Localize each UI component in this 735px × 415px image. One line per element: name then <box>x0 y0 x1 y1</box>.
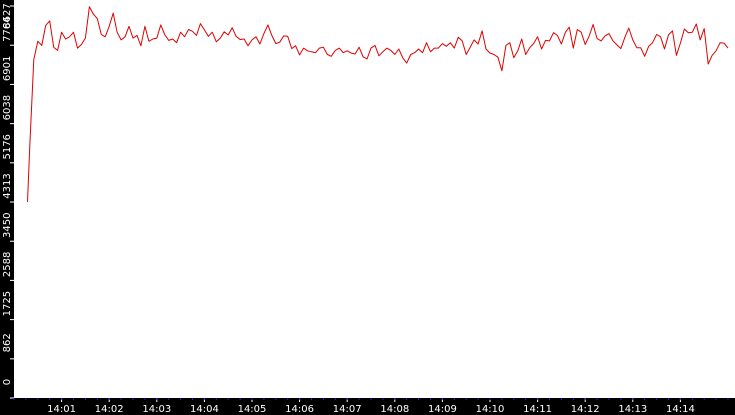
y-tick-label: 2588 <box>2 252 13 277</box>
y-tick-label: 6038 <box>2 95 13 120</box>
x-tick-label: 14:07 <box>333 404 362 415</box>
y-tick-label: 8627 <box>2 3 13 28</box>
x-tick-label: 14:10 <box>476 404 505 415</box>
x-tick-label: 14:13 <box>618 404 647 415</box>
x-tick-label: 14:12 <box>571 404 600 415</box>
series-line-0 <box>27 6 729 203</box>
x-axis-band <box>0 398 735 415</box>
y-axis-band <box>0 0 14 415</box>
y-tick-label: 4313 <box>2 173 13 198</box>
x-tick-label: 14:06 <box>285 404 314 415</box>
x-tick-label: 14:03 <box>142 404 171 415</box>
y-tick-label: 862 <box>2 333 13 352</box>
x-tick-label: 14:14 <box>666 404 695 415</box>
y-tick-label: 0 <box>2 379 13 385</box>
series-layer <box>27 6 729 203</box>
x-tick-label: 14:01 <box>47 404 76 415</box>
y-tick-label: 1725 <box>2 291 13 316</box>
x-tick-label: 14:09 <box>428 404 457 415</box>
y-tick-label: 7764 <box>2 16 13 41</box>
x-tick-label: 14:11 <box>523 404 552 415</box>
y-tick-label: 3450 <box>2 213 13 238</box>
x-tick-label: 14:08 <box>380 404 409 415</box>
y-tick-label: 6901 <box>2 56 13 81</box>
x-axis-ticks: 14:01 14:02 14:03 14:04 14:05 14:06 14:07 14:08… <box>13 398 729 415</box>
x-tick-label: 14:02 <box>95 404 124 415</box>
x-tick-label: 14:04 <box>190 404 219 415</box>
y-tick-label: 5176 <box>2 134 13 159</box>
x-tick-label: 14:05 <box>238 404 267 415</box>
